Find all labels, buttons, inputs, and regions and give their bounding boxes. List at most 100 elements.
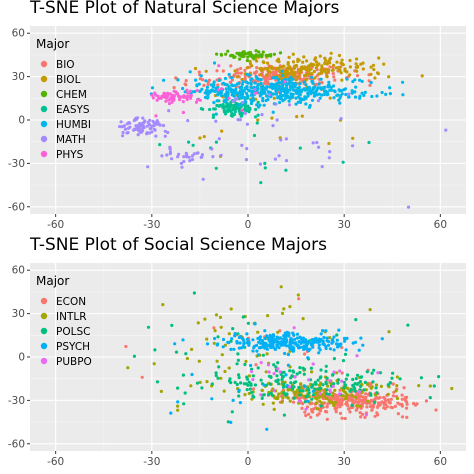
data-point-humbi bbox=[217, 78, 221, 82]
data-point-intlr bbox=[197, 359, 201, 363]
data-point-psych bbox=[256, 336, 261, 340]
data-point-psych bbox=[288, 346, 292, 350]
data-point-humbi bbox=[259, 78, 263, 82]
data-point-intlr bbox=[256, 330, 260, 334]
data-point-humbi bbox=[238, 86, 242, 90]
data-point-math bbox=[190, 154, 195, 158]
data-point-intlr bbox=[213, 329, 217, 333]
data-point-math bbox=[311, 141, 315, 145]
data-point-psych bbox=[311, 389, 315, 393]
data-point-bio bbox=[243, 68, 247, 72]
data-point-polsc bbox=[369, 392, 373, 396]
data-point-math bbox=[185, 153, 189, 157]
data-point-econ bbox=[391, 394, 396, 398]
data-point-easys bbox=[226, 110, 230, 114]
data-point-pubpo bbox=[272, 372, 276, 376]
data-point-humbi bbox=[358, 78, 362, 82]
data-point-math bbox=[138, 122, 142, 126]
data-point-psych bbox=[287, 331, 291, 335]
data-point-math bbox=[200, 153, 204, 157]
y-tick-label: -30 bbox=[8, 395, 25, 407]
data-point-humbi bbox=[284, 94, 288, 98]
data-point-math bbox=[141, 116, 145, 120]
legend-key-econ bbox=[40, 297, 48, 305]
data-point-math bbox=[287, 103, 292, 107]
data-point-humbi bbox=[276, 77, 281, 82]
data-point-phys bbox=[254, 91, 258, 95]
data-point-intlr bbox=[218, 315, 223, 319]
data-point-econ bbox=[348, 410, 352, 414]
x-tick-label: 30 bbox=[337, 219, 350, 231]
data-point-humbi bbox=[291, 95, 295, 99]
data-point-humbi bbox=[249, 78, 253, 82]
data-point-biol bbox=[266, 66, 270, 71]
data-point-psych bbox=[271, 339, 275, 344]
data-point-humbi bbox=[319, 77, 323, 81]
data-point-biol bbox=[351, 136, 355, 140]
data-point-polsc bbox=[298, 389, 302, 393]
data-point-math bbox=[245, 122, 249, 126]
data-point-humbi bbox=[297, 90, 301, 94]
data-point-intlr bbox=[317, 395, 321, 399]
data-point-econ bbox=[304, 413, 308, 418]
data-point-biol bbox=[202, 135, 206, 139]
data-point-bio bbox=[172, 86, 176, 90]
data-point-biol bbox=[299, 67, 303, 71]
data-point-humbi bbox=[274, 88, 278, 93]
data-point-psych bbox=[190, 372, 194, 377]
data-point-math bbox=[165, 153, 169, 157]
data-point-math bbox=[190, 157, 195, 162]
chart-title: T-SNE Plot of Natural Science Majors bbox=[30, 0, 340, 18]
data-point-math bbox=[260, 113, 264, 117]
data-point-biol bbox=[268, 70, 272, 74]
data-point-biol bbox=[256, 118, 260, 122]
data-point-biol bbox=[255, 59, 259, 63]
data-point-math bbox=[147, 131, 151, 135]
data-point-math bbox=[136, 116, 140, 120]
data-point-polsc bbox=[374, 386, 378, 390]
data-point-psych bbox=[286, 334, 290, 338]
data-point-intlr bbox=[203, 317, 207, 321]
data-point-intlr bbox=[315, 397, 319, 401]
data-point-phys bbox=[155, 98, 159, 102]
data-point-polsc bbox=[316, 387, 320, 391]
data-point-math bbox=[245, 147, 249, 151]
data-point-polsc bbox=[325, 376, 329, 380]
data-point-easys bbox=[211, 115, 215, 119]
data-point-econ bbox=[376, 413, 380, 417]
data-point-econ bbox=[388, 401, 392, 405]
data-point-chem bbox=[272, 52, 276, 56]
data-point-biol bbox=[382, 62, 386, 66]
data-point-biol bbox=[348, 73, 352, 77]
data-point-intlr bbox=[301, 317, 305, 321]
data-point-psych bbox=[353, 340, 358, 344]
y-tick-label: 60 bbox=[12, 28, 25, 40]
data-point-humbi bbox=[350, 89, 354, 93]
data-point-humbi bbox=[263, 91, 267, 95]
data-point-intlr bbox=[322, 395, 326, 399]
data-point-humbi bbox=[278, 100, 282, 105]
data-point-polsc bbox=[276, 361, 280, 365]
data-point-humbi bbox=[294, 96, 298, 100]
data-point-math bbox=[279, 138, 283, 142]
data-point-easys bbox=[187, 140, 191, 144]
data-point-polsc bbox=[295, 372, 299, 376]
data-point-humbi bbox=[291, 92, 295, 96]
data-point-math bbox=[253, 87, 257, 91]
data-point-phys bbox=[188, 89, 193, 93]
data-point-psych bbox=[265, 427, 269, 431]
data-point-biol bbox=[305, 77, 309, 81]
data-point-pubpo bbox=[288, 385, 292, 389]
data-point-intlr bbox=[350, 393, 354, 397]
data-point-biol bbox=[323, 56, 327, 60]
data-point-polsc bbox=[233, 380, 237, 384]
data-point-biol bbox=[329, 56, 333, 60]
data-point-bio bbox=[262, 81, 266, 86]
data-point-biol bbox=[340, 58, 344, 62]
data-point-intlr bbox=[244, 359, 248, 363]
data-point-bio bbox=[221, 69, 225, 73]
data-point-intlr bbox=[176, 404, 180, 408]
data-point-intlr bbox=[161, 303, 165, 307]
data-point-phys bbox=[182, 94, 186, 98]
data-point-humbi bbox=[323, 85, 327, 89]
